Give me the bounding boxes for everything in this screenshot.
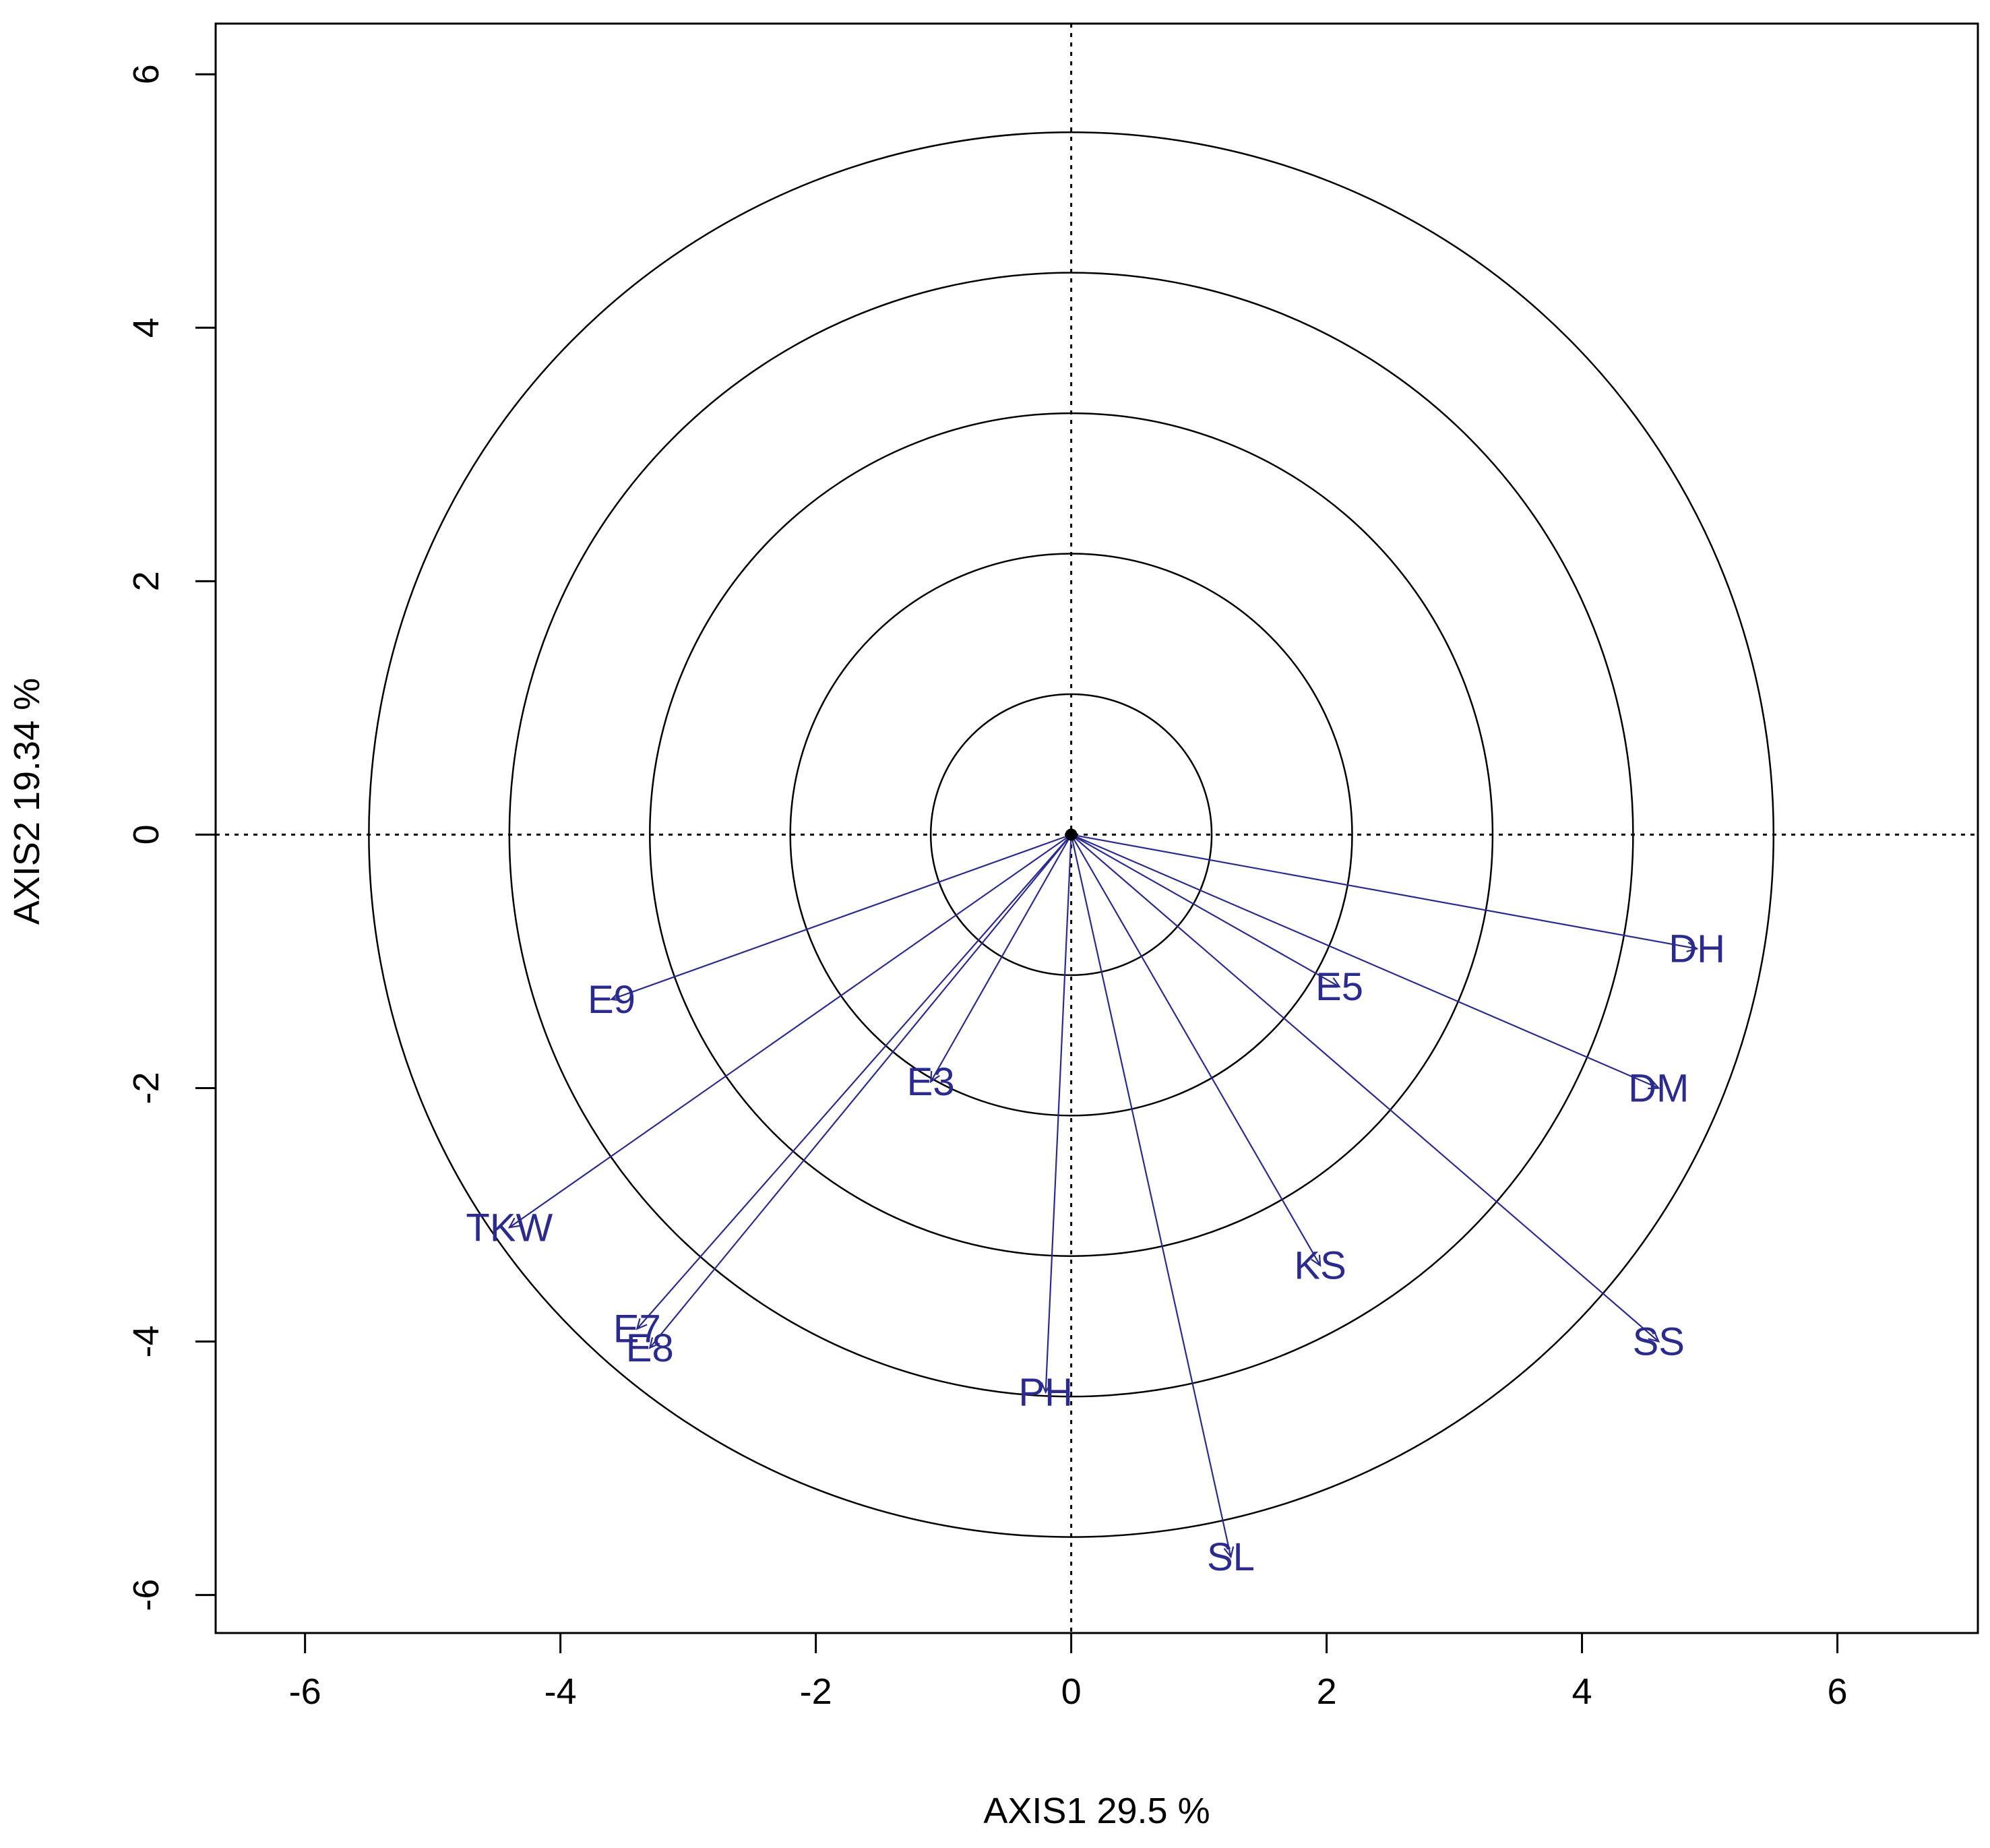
vector-e9 (611, 834, 1071, 1000)
y-tick-label: -2 (126, 1072, 166, 1104)
y-tick-label: -4 (126, 1326, 166, 1358)
label-e9: E9 (588, 978, 635, 1022)
vector-ph (1045, 834, 1072, 1392)
x-axis-title: AXIS1 29.5 % (983, 1791, 1210, 1831)
x-axis: -6 -4 -2 0 2 4 6 (289, 1633, 1848, 1712)
label-tkw: TKW (466, 1206, 553, 1250)
label-e3: E3 (907, 1060, 955, 1104)
arrowhead-e8 (648, 1337, 660, 1349)
reference-lines (216, 24, 1978, 1633)
arrowhead-e7 (635, 1318, 648, 1330)
x-tick-label: 2 (1317, 1671, 1337, 1712)
label-e7: E7 (613, 1307, 661, 1351)
vector-e7 (636, 834, 1072, 1330)
y-tick-label: 2 (126, 571, 166, 591)
vector-e3 (930, 834, 1072, 1082)
arrowhead-ks (1311, 1254, 1322, 1267)
y-axis-title: AXIS2 19.34 % (7, 678, 47, 925)
x-tick-label: 0 (1061, 1671, 1082, 1712)
label-e5: E5 (1315, 965, 1363, 1009)
vector-ks (1070, 834, 1322, 1266)
vectors (507, 834, 1699, 1559)
y-tick-label: 6 (126, 64, 166, 84)
arrowhead-dm (1648, 1079, 1660, 1090)
vector-sl (1070, 834, 1232, 1558)
vector-dh (1071, 834, 1698, 950)
label-ks: KS (1294, 1244, 1346, 1288)
x-tick-label: -6 (289, 1671, 321, 1712)
plot-frame (214, 22, 1979, 1634)
vector-e8 (649, 834, 1072, 1349)
x-tick-label: -2 (800, 1671, 832, 1712)
origin-point (1065, 828, 1078, 841)
arrowhead-sl (1223, 1546, 1235, 1559)
y-tick-label: -6 (126, 1579, 166, 1611)
vector-ss (1070, 834, 1659, 1343)
x-tick-label: -4 (545, 1671, 577, 1712)
label-dh: DH (1669, 927, 1725, 971)
arrowhead-dh (1686, 942, 1699, 952)
label-ph: PH (1018, 1371, 1073, 1415)
arrowhead-tkw (507, 1217, 520, 1229)
arrowhead-e3 (929, 1071, 940, 1084)
y-tick-label: 0 (126, 824, 166, 844)
arrowhead-ss (1648, 1331, 1660, 1343)
label-e8: E8 (626, 1326, 674, 1370)
x-tick-label: 6 (1828, 1671, 1848, 1712)
vector-dm (1071, 834, 1659, 1089)
label-ss: SS (1633, 1320, 1685, 1364)
y-tick-label: 4 (126, 317, 166, 338)
vector-e5 (1071, 834, 1340, 987)
arrowhead-ph (1040, 1382, 1052, 1394)
arrowhead-e9 (610, 991, 623, 1002)
vector-tkw (509, 834, 1072, 1229)
label-dm: DM (1628, 1066, 1689, 1110)
x-tick-label: 4 (1572, 1671, 1592, 1712)
label-sl: SL (1207, 1535, 1255, 1579)
arrowhead-e5 (1328, 977, 1341, 988)
y-axis: -6 -4 -2 0 2 4 6 (126, 64, 216, 1611)
